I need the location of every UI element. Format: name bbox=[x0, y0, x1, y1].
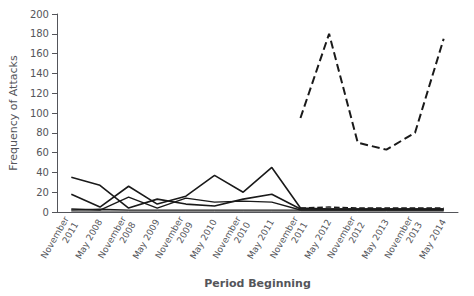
svg-text:80: 80 bbox=[36, 127, 49, 138]
svg-text:November: November bbox=[210, 214, 243, 261]
svg-text:20: 20 bbox=[36, 187, 49, 198]
svg-text:May 2008: May 2008 bbox=[73, 217, 105, 261]
svg-text:2011: 2011 bbox=[60, 220, 80, 245]
svg-text:Period Beginning: Period Beginning bbox=[204, 277, 311, 290]
svg-text:40: 40 bbox=[36, 167, 49, 178]
svg-text:May 2010: May 2010 bbox=[188, 217, 219, 261]
svg-text:May 2012: May 2012 bbox=[302, 217, 334, 261]
svg-text:November: November bbox=[96, 214, 129, 261]
svg-text:2012: 2012 bbox=[347, 220, 367, 245]
svg-text:0: 0 bbox=[43, 207, 49, 218]
svg-text:120: 120 bbox=[30, 88, 49, 99]
svg-text:200: 200 bbox=[30, 9, 49, 20]
svg-text:May 2013: May 2013 bbox=[359, 217, 391, 261]
svg-text:2010: 2010 bbox=[232, 220, 252, 245]
svg-text:November: November bbox=[268, 214, 300, 261]
svg-text:November: November bbox=[382, 214, 415, 261]
svg-text:November: November bbox=[38, 214, 71, 261]
svg-text:2013: 2013 bbox=[404, 220, 424, 245]
svg-text:60: 60 bbox=[36, 147, 49, 158]
svg-text:May 2011: May 2011 bbox=[245, 217, 277, 261]
svg-text:May 2014: May 2014 bbox=[417, 217, 448, 261]
svg-text:May 2009: May 2009 bbox=[130, 217, 162, 261]
svg-text:Frequency of Attacks: Frequency of Attacks bbox=[7, 55, 20, 171]
svg-text:180: 180 bbox=[30, 28, 49, 39]
svg-text:2011: 2011 bbox=[289, 220, 309, 245]
svg-text:100: 100 bbox=[30, 108, 49, 119]
svg-text:2009: 2009 bbox=[175, 220, 195, 245]
svg-text:2008: 2008 bbox=[118, 220, 138, 245]
svg-text:140: 140 bbox=[30, 68, 49, 79]
svg-text:November: November bbox=[153, 214, 186, 261]
svg-text:November: November bbox=[325, 214, 358, 261]
svg-text:160: 160 bbox=[30, 48, 49, 59]
